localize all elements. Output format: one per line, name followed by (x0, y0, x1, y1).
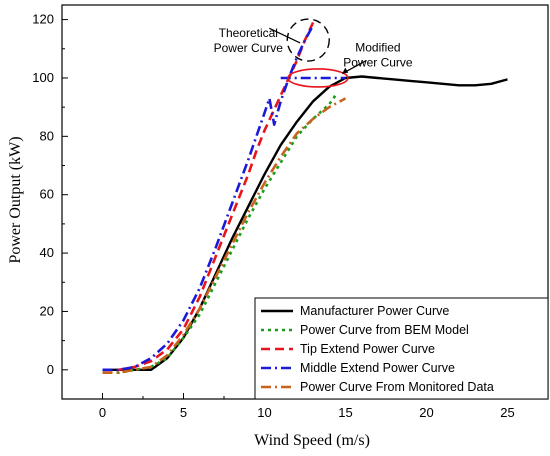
annotation-label-1: Power Curve (343, 56, 413, 70)
legend-label: Manufacturer Power Curve (300, 304, 449, 318)
y-tick-label: 120 (32, 12, 54, 27)
series-layer (102, 21, 508, 374)
modified-highlight-ellipse (287, 68, 349, 88)
y-tick-label: 0 (47, 362, 54, 377)
axis-ticks: 0 5 10 15 20 25 0 20 40 60 80 100 120 (32, 12, 549, 420)
legend-label: Tip Extend Power Curve (300, 342, 435, 356)
y-tick-label: 20 (40, 303, 54, 318)
y-tick-label: 80 (40, 128, 54, 143)
legend-box (254, 297, 549, 400)
theoretical-highlight-circle (286, 18, 330, 62)
x-tick-label: 15 (338, 405, 352, 420)
series-line-1 (102, 91, 339, 374)
y-tick-label: 40 (40, 245, 54, 260)
x-tick-label: 20 (419, 405, 433, 420)
x-tick-label: 10 (257, 405, 271, 420)
x-tick-label: 5 (180, 405, 187, 420)
legend-label: Middle Extend Power Curve (300, 361, 455, 375)
x-tick-label: 25 (500, 405, 514, 420)
y-tick-label: 100 (32, 70, 54, 85)
modified-arrowhead (342, 67, 349, 74)
x-tick-label: 0 (99, 405, 106, 420)
theoretical-arrow (269, 27, 301, 44)
annotation-label-0: Theoretical (219, 26, 278, 40)
series-line-4 (102, 97, 347, 374)
annotation-label-1: Modified (355, 41, 400, 55)
x-axis-label: Wind Speed (m/s) (254, 432, 370, 449)
legend-label: Power Curve from BEM Model (300, 323, 469, 337)
legend: Manufacturer Power Curve Power Curve from… (254, 297, 549, 400)
annotation-label-0: Power Curve (214, 41, 284, 55)
y-axis-label: Power Output (kW) (7, 136, 24, 263)
legend-label: Power Curve From Monitored Data (300, 380, 494, 394)
y-tick-label: 60 (40, 187, 54, 202)
